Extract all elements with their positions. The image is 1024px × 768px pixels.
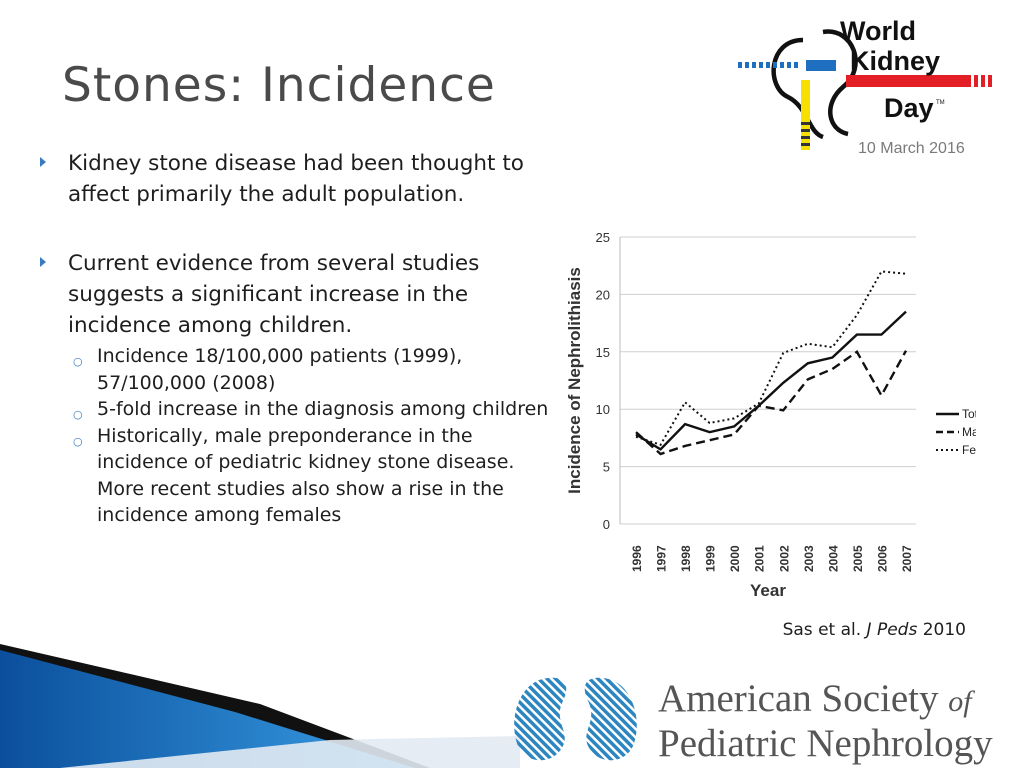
bullet-arrow-icon — [40, 257, 46, 267]
bullet-text: Current evidence from several studies su… — [68, 251, 480, 338]
legend-label-male: Male — [962, 425, 976, 439]
x-tick-label: 2007 — [900, 545, 914, 572]
aspn-line1-text: American Society — [658, 677, 949, 720]
x-tick-label: 1996 — [630, 545, 644, 572]
sub-bullet-text: Incidence 18/100,000 patients (1999), 57… — [97, 345, 463, 394]
x-tick-label: 2001 — [753, 545, 767, 572]
aspn-wordmark: American Society of Pediatric Nephrology — [658, 678, 993, 765]
sub-bullet-list: ○ Incidence 18/100,000 patients (1999), … — [68, 343, 560, 529]
bullet-list: Kidney stone disease had been thought to… — [40, 148, 560, 529]
series-line-total — [635, 310, 907, 451]
world-kidney-day-logo: World Kidney Day TM — [738, 16, 992, 150]
blue-swoosh-decoration — [0, 644, 520, 768]
wkd-tm: TM — [936, 100, 945, 106]
x-tick-label: 2002 — [777, 545, 791, 572]
wkd-date: 10 March 2016 — [858, 140, 965, 157]
bullet-item: Kidney stone disease had been thought to… — [40, 148, 560, 210]
aspn-of-text: of — [948, 685, 972, 718]
sub-bullet-item: ○ Historically, male preponderance in th… — [68, 423, 560, 529]
y-tick-label: 10 — [596, 402, 610, 417]
x-tick-label: 1999 — [704, 545, 718, 572]
x-tick-label: 2003 — [802, 545, 816, 572]
bullet-item: Current evidence from several studies su… — [40, 248, 560, 529]
x-tick-label: 2000 — [728, 545, 742, 572]
citation: Sas et al. J Peds 2010 — [783, 620, 966, 640]
citation-year: 2010 — [922, 620, 966, 640]
black-dash-stripes — [801, 122, 810, 146]
series-line-female — [635, 270, 907, 446]
aspn-kidney-logo-icon — [514, 677, 637, 761]
y-tick-label: 15 — [596, 345, 610, 360]
citation-journal: J Peds — [866, 620, 918, 640]
ring-bullet-icon: ○ — [73, 408, 83, 421]
ring-bullet-icon: ○ — [73, 434, 83, 448]
x-tick-label: 1998 — [679, 545, 693, 572]
aspn-line2: Pediatric Nephrology — [658, 722, 993, 765]
incidence-line-chart: 0 5 10 15 20 25 1996 1997 1998 1999 2000 2001 2002 20… — [565, 230, 976, 600]
x-tick-label: 2004 — [826, 545, 840, 572]
bullet-arrow-icon — [40, 157, 46, 167]
legend-label-total: Total — [962, 407, 976, 421]
wkd-line1: World — [840, 16, 916, 46]
wkd-emblem-icon — [738, 29, 992, 150]
sub-bullet-text: 5-fold increase in the diagnosis among c… — [97, 398, 549, 420]
citation-authors: Sas et al. — [782, 620, 862, 640]
sub-bullet-text: Historically, male preponderance in the … — [97, 424, 515, 527]
y-axis-label: Incidence of Nephrolithiasis — [565, 267, 584, 494]
red-dash-stripes — [974, 75, 992, 87]
x-tick-label: 2005 — [851, 545, 865, 572]
sub-bullet-item: ○ 5-fold increase in the diagnosis among… — [68, 396, 560, 423]
y-tick-label: 5 — [603, 460, 610, 475]
x-tick-label: 2006 — [875, 545, 889, 572]
y-tick-label: 25 — [596, 230, 610, 245]
y-tick-label: 0 — [603, 517, 610, 532]
sub-bullet-item: ○ Incidence 18/100,000 patients (1999), … — [68, 343, 560, 396]
wkd-line2: Kidney — [850, 46, 940, 76]
bullet-text: Kidney stone disease had been thought to… — [68, 151, 524, 207]
series-line-male — [635, 350, 908, 456]
legend-label-female: Female — [962, 443, 976, 457]
wkd-line3: Day — [884, 93, 934, 123]
y-tick-label: 20 — [596, 287, 610, 302]
x-axis-label: Year — [750, 581, 786, 600]
slide-title: Stones: Incidence — [62, 58, 496, 113]
aspn-line1: American Society of — [658, 678, 993, 723]
ring-bullet-icon: ○ — [73, 355, 83, 368]
blue-dash-stripes — [738, 62, 798, 68]
x-tick-label: 1997 — [655, 545, 669, 572]
